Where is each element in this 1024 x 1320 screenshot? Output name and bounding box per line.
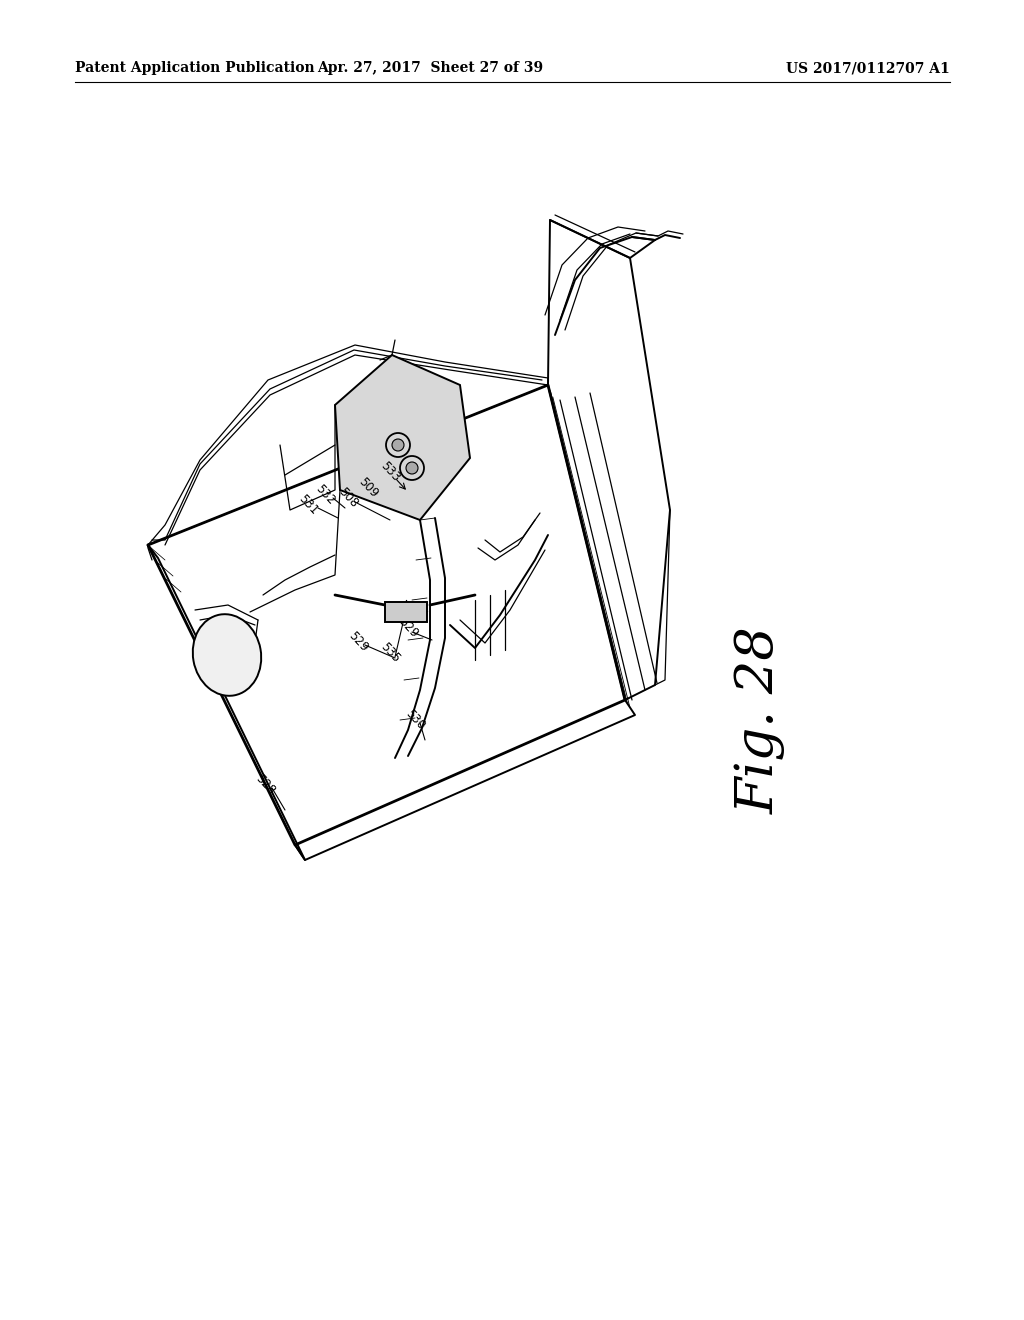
Text: Patent Application Publication: Patent Application Publication	[75, 61, 314, 75]
Text: 508: 508	[336, 486, 360, 511]
Text: Apr. 27, 2017  Sheet 27 of 39: Apr. 27, 2017 Sheet 27 of 39	[317, 61, 543, 75]
Polygon shape	[335, 355, 470, 520]
Circle shape	[406, 462, 418, 474]
Text: 530: 530	[402, 708, 427, 733]
Bar	[385, 602, 427, 622]
Circle shape	[392, 440, 404, 451]
Text: US 2017/0112707 A1: US 2017/0112707 A1	[786, 61, 950, 75]
Text: 529: 529	[395, 615, 421, 640]
Text: 535: 535	[378, 640, 402, 665]
Text: 531: 531	[296, 492, 321, 517]
Text: 529: 529	[346, 630, 371, 655]
Ellipse shape	[193, 614, 261, 696]
Text: Fig. 28: Fig. 28	[734, 626, 785, 814]
Text: 532: 532	[312, 482, 337, 508]
Text: 533: 533	[378, 459, 402, 484]
Text: 528: 528	[253, 772, 278, 797]
Text: 509: 509	[355, 475, 380, 500]
